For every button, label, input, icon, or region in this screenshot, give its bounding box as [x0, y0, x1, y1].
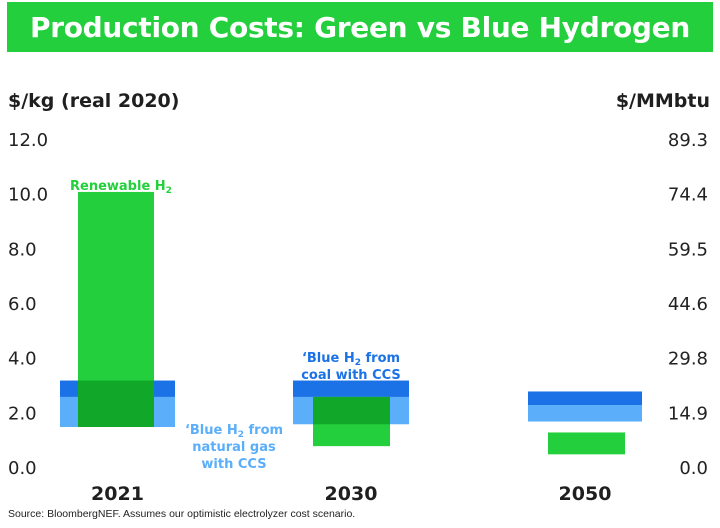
right-tick-label: 89.3	[668, 130, 708, 151]
bar-overlap-2030	[313, 396, 390, 425]
category-label-2050: 2050	[559, 483, 612, 505]
left-tick-label: 0.0	[8, 458, 37, 479]
bar-overlap-2021	[78, 380, 154, 427]
right-tick-label: 14.9	[668, 403, 708, 424]
label-gas-ccs-line2: natural gas	[192, 440, 276, 455]
right-tick-label: 74.4	[668, 185, 708, 206]
bar-blue-gas-2050	[528, 405, 642, 422]
left-tick-label: 6.0	[8, 294, 37, 315]
right-tick-label: 0.0	[679, 458, 708, 479]
right-tick-label: 59.5	[668, 239, 708, 260]
bar-blue-coal-2030	[293, 380, 409, 397]
title-banner: Production Costs: Green vs Blue Hydrogen	[7, 2, 713, 52]
label-coal-ccs-line1: ‘Blue H2 from	[302, 351, 400, 368]
left-tick-label: 12.0	[8, 130, 48, 151]
label-gas-ccs-line1: ‘Blue H2 from	[185, 423, 283, 440]
label-renewable: Renewable H2	[70, 179, 172, 196]
bar-renewable-2050	[548, 432, 625, 455]
category-label-2030: 2030	[325, 483, 378, 505]
bar-blue-coal-2050	[528, 391, 642, 406]
label-gas-ccs-line3: with CCS	[201, 457, 266, 472]
source-note: Source: BloombergNEF. Assumes our optimi…	[8, 508, 356, 520]
left-axis-title: $/kg (real 2020)	[8, 90, 180, 112]
left-tick-label: 8.0	[8, 239, 37, 260]
left-tick-label: 2.0	[8, 403, 37, 424]
right-tick-label: 29.8	[668, 349, 708, 370]
category-label-2021: 2021	[91, 483, 144, 505]
left-tick-label: 10.0	[8, 185, 48, 206]
chart-title: Production Costs: Green vs Blue Hydrogen	[30, 10, 690, 44]
right-tick-label: 44.6	[668, 294, 708, 315]
label-coal-ccs-line2: coal with CCS	[301, 368, 401, 383]
left-tick-label: 4.0	[8, 349, 37, 370]
right-axis-title: $/MMbtu	[615, 90, 710, 112]
